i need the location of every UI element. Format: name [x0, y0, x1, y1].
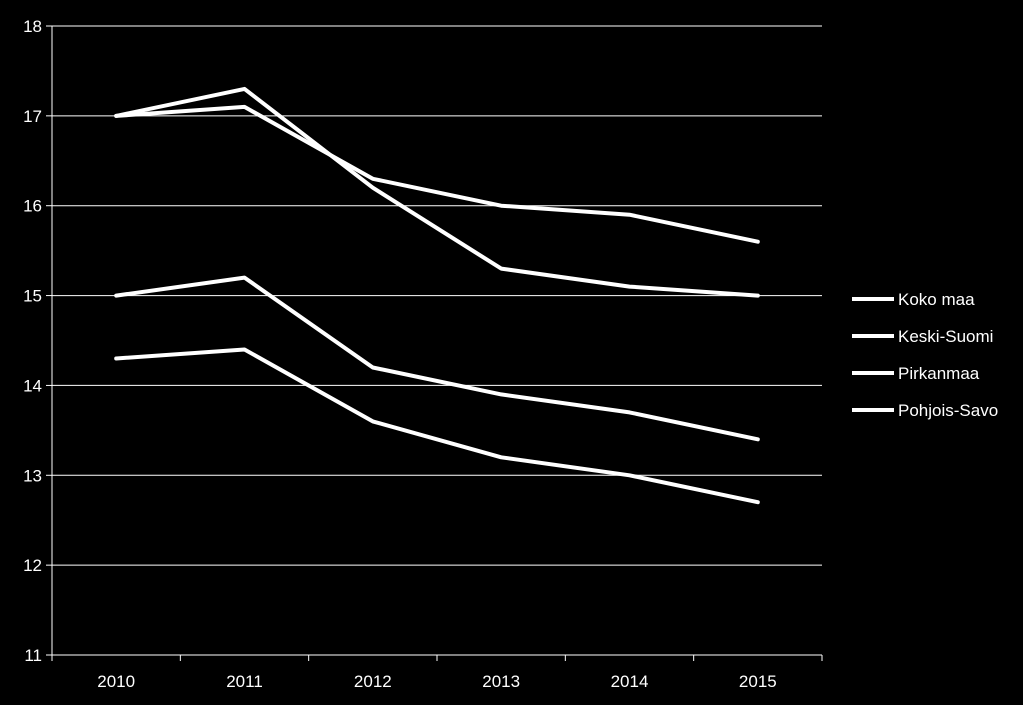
y-tick-label: 11 — [24, 646, 42, 665]
x-tick-label: 2010 — [97, 672, 135, 691]
y-tick-label: 14 — [23, 376, 42, 395]
x-tick-label: 2012 — [354, 672, 392, 691]
y-axis-tick-labels: 11 12 13 14 15 16 17 18 — [23, 17, 42, 665]
series-line-pohjois-savo — [114, 347, 760, 505]
y-tick-label: 15 — [23, 287, 42, 306]
legend-label: Pirkanmaa — [898, 364, 980, 383]
y-tick-label: 13 — [23, 466, 42, 485]
legend-label: Koko maa — [898, 290, 975, 309]
y-tick-label: 18 — [23, 17, 42, 36]
legend-label: Pohjois-Savo — [898, 401, 998, 420]
y-tick-label: 16 — [23, 197, 42, 216]
legend-label: Keski-Suomi — [898, 327, 993, 346]
y-tick-label: 17 — [23, 107, 42, 126]
gridlines — [52, 25, 822, 566]
series-lines — [114, 86, 760, 505]
x-tick-label: 2015 — [739, 672, 777, 691]
series-line-keski-suomi — [114, 86, 760, 298]
series-line-koko-maa — [114, 104, 760, 244]
legend: Koko maa Keski-Suomi Pirkanmaa Pohjois-Savo — [852, 290, 998, 420]
x-tick-label: 2013 — [482, 672, 520, 691]
x-axis-tick-labels: 2010 2011 2012 2013 2014 2015 — [97, 672, 776, 691]
x-tick-label: 2014 — [611, 672, 649, 691]
series-line-pirkanmaa — [114, 275, 760, 442]
axes — [46, 25, 823, 661]
y-tick-label: 12 — [23, 556, 42, 575]
x-tick-label: 2011 — [226, 672, 263, 691]
